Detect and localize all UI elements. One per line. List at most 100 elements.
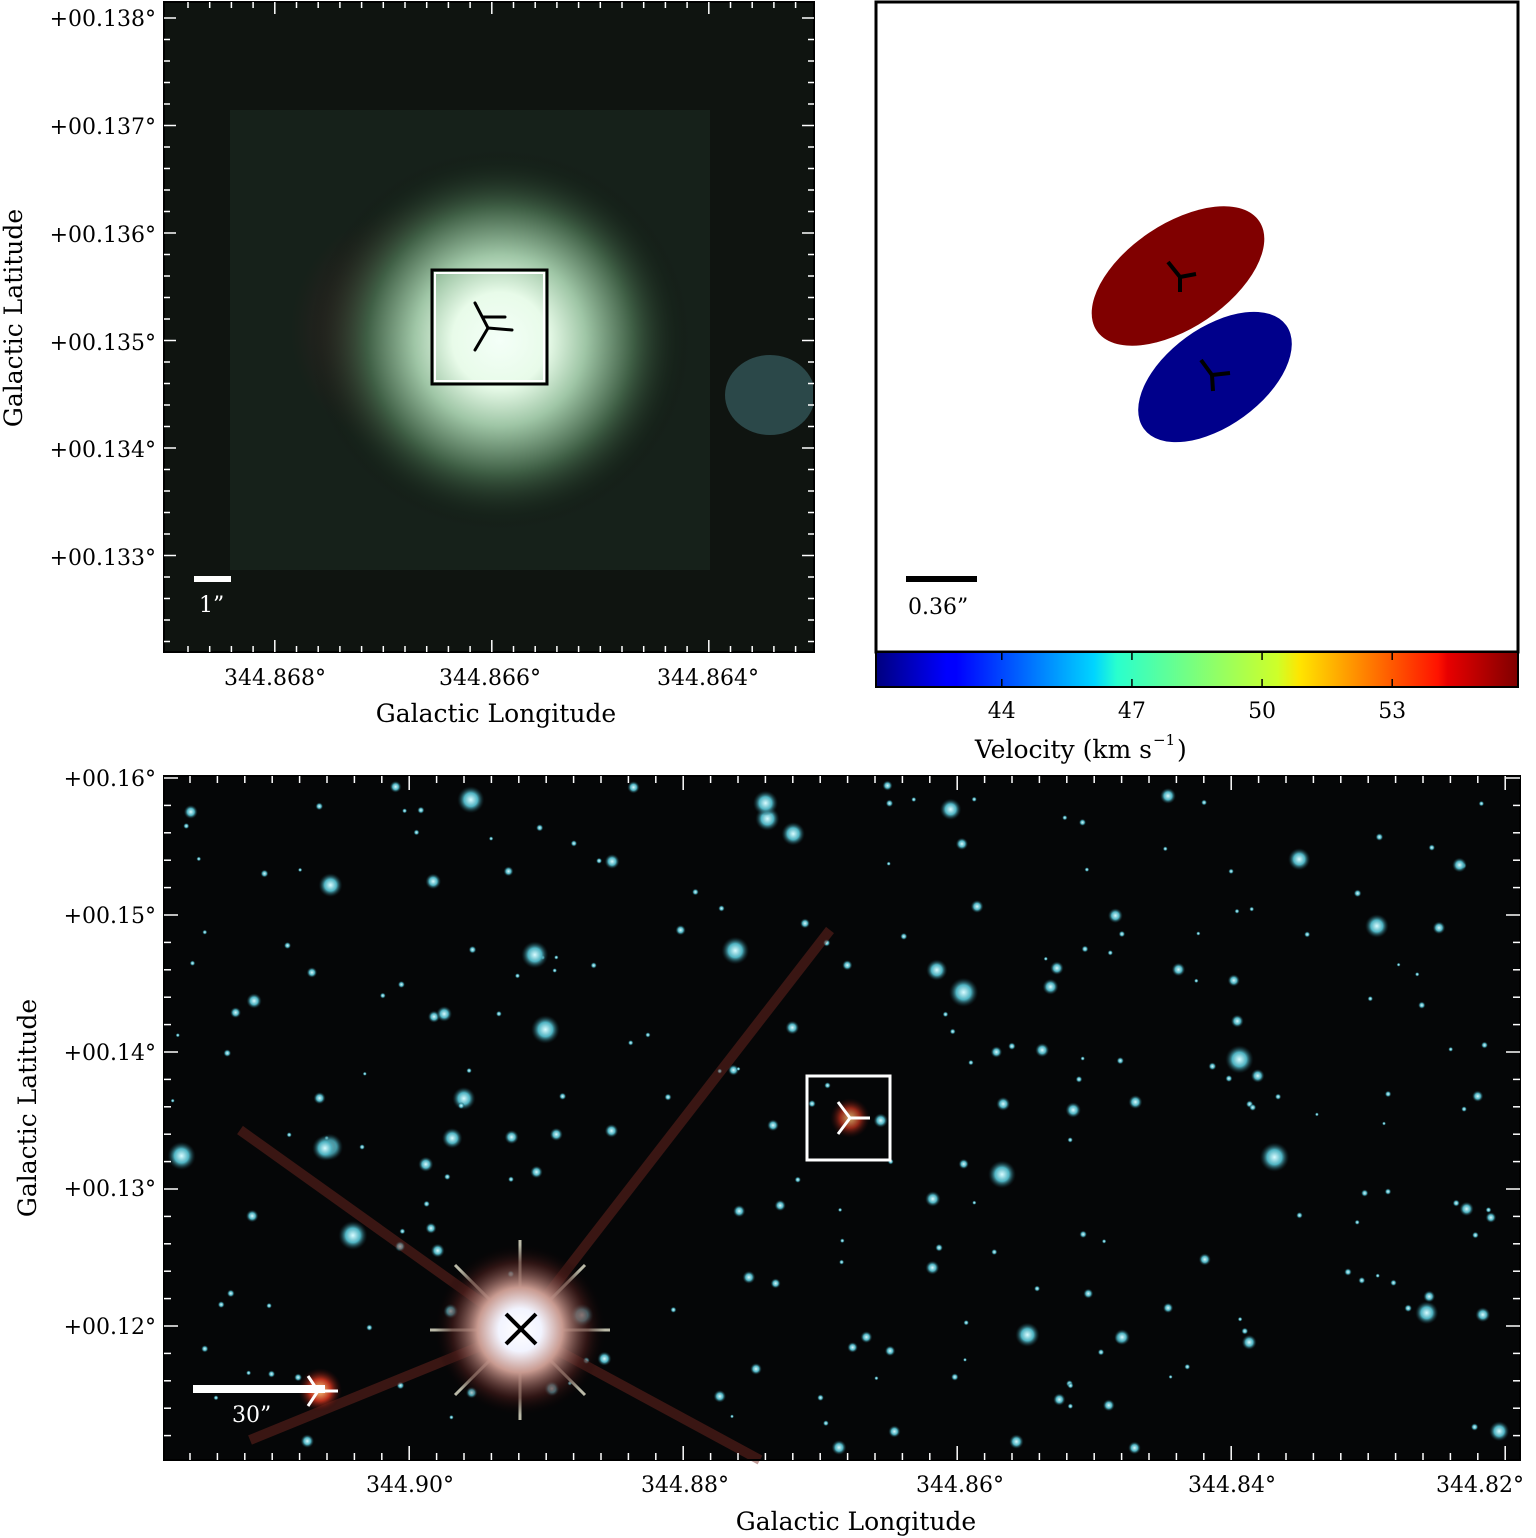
star	[590, 962, 597, 969]
star	[223, 1049, 232, 1057]
star	[970, 900, 984, 913]
y-tick-label: +00.12°	[64, 1315, 156, 1340]
star	[800, 918, 810, 929]
star	[1084, 867, 1090, 872]
star	[1042, 978, 1059, 995]
star	[675, 924, 686, 936]
star	[1101, 1239, 1107, 1244]
star	[530, 1165, 543, 1179]
star	[1296, 1212, 1303, 1219]
star	[1228, 868, 1234, 875]
star	[1485, 1212, 1497, 1223]
y-tick-label: +00.136°	[50, 223, 156, 248]
star	[955, 837, 969, 851]
colorbar-tick-label: 44	[988, 699, 1016, 724]
star	[627, 1040, 634, 1046]
star	[1162, 846, 1168, 852]
star	[1053, 1393, 1066, 1406]
colorbar-label-close: )	[1177, 735, 1187, 764]
star	[413, 829, 420, 836]
star	[536, 824, 544, 832]
zoom-box-inner	[434, 272, 545, 382]
star	[1079, 1230, 1087, 1239]
star	[558, 1092, 567, 1101]
bottom-panel: 30” 344.90° 344.88° 344.86° 344.84° 344.…	[13, 767, 1524, 1536]
star	[991, 1248, 998, 1256]
star	[183, 822, 190, 830]
star	[886, 861, 891, 866]
star	[1452, 1199, 1460, 1207]
colorbar-label: Velocity (km s	[974, 735, 1152, 764]
star	[1208, 1062, 1217, 1071]
star	[1249, 906, 1255, 912]
star	[1015, 1322, 1040, 1348]
star	[1304, 931, 1311, 938]
star	[627, 781, 640, 794]
star	[822, 1420, 829, 1427]
star	[730, 1414, 734, 1419]
star	[504, 1130, 519, 1145]
colorbar-label-exponent: −1	[1153, 731, 1175, 749]
star	[942, 1011, 949, 1018]
star	[552, 968, 558, 973]
top-left-frame	[163, 1, 815, 653]
star	[925, 1260, 940, 1275]
star	[449, 1414, 454, 1420]
star	[1225, 1045, 1254, 1074]
star	[1344, 1268, 1352, 1276]
x-tick-label: 344.82°	[1436, 1473, 1524, 1498]
star	[1102, 1399, 1115, 1412]
star	[260, 869, 269, 878]
star	[1452, 857, 1467, 873]
star	[596, 857, 603, 864]
star	[1081, 945, 1089, 953]
colorbar-tick-label: 53	[1378, 699, 1406, 724]
star	[742, 1270, 756, 1284]
star	[1227, 974, 1240, 987]
star	[873, 1113, 888, 1128]
star	[1043, 956, 1049, 961]
star	[1404, 1304, 1413, 1313]
star	[939, 798, 962, 821]
star	[1358, 1276, 1366, 1284]
star	[283, 941, 292, 950]
star	[444, 1173, 451, 1181]
star	[1259, 1142, 1290, 1172]
star	[1067, 1137, 1073, 1143]
star	[466, 1067, 472, 1074]
star	[1461, 1106, 1467, 1112]
star	[1448, 1046, 1454, 1052]
source-glow	[310, 150, 690, 530]
star	[1196, 931, 1201, 936]
star	[1472, 1231, 1479, 1239]
star	[397, 980, 405, 989]
star	[1396, 962, 1401, 967]
star	[990, 1046, 1003, 1058]
star	[441, 1127, 463, 1149]
star	[831, 1440, 847, 1455]
tri-marker	[473, 301, 514, 352]
star	[767, 1119, 779, 1132]
star	[488, 836, 494, 841]
scale-bar-label-top-right: 0.36”	[908, 595, 968, 620]
star	[1194, 978, 1199, 984]
star	[1083, 1288, 1094, 1299]
star	[972, 1200, 977, 1205]
star	[1489, 1421, 1510, 1442]
star	[170, 1098, 175, 1103]
star	[645, 1032, 651, 1038]
star	[570, 840, 578, 847]
star	[604, 854, 620, 869]
star	[1470, 1423, 1479, 1431]
colorbar-tick-label: 50	[1248, 699, 1276, 724]
star	[201, 1345, 209, 1353]
star	[245, 1209, 259, 1223]
x-tick-label: 344.84°	[1188, 1473, 1276, 1498]
y-axis-title: Galactic Latitude	[0, 209, 28, 427]
star	[1230, 1014, 1244, 1028]
star	[246, 993, 262, 1009]
star	[379, 992, 386, 999]
star	[1201, 799, 1208, 806]
star	[457, 786, 485, 814]
star	[306, 967, 318, 978]
